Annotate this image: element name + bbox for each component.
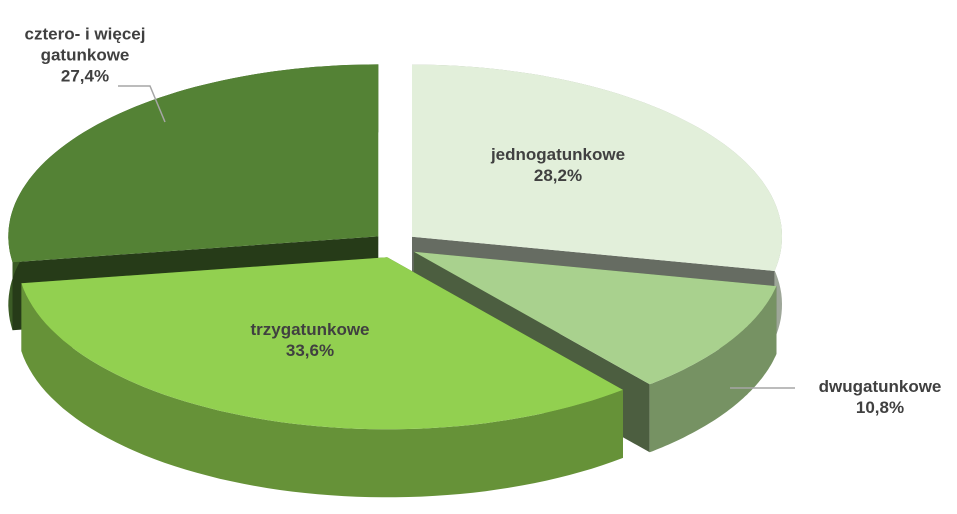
value-label: 27,4% [60,66,110,86]
category-label: cztero- i więcej gatunkowe [24,24,146,65]
category-label: dwugatunkowe [818,377,942,396]
data-label: dwugatunkowe 10,8% [819,376,942,418]
slice-side [649,286,777,453]
slice [412,64,782,271]
data-label: trzygatunkowe 33,6% [250,319,369,361]
category-label: trzygatunkowe [250,320,370,339]
slice-side [21,283,623,498]
value-label: 10,8% [855,398,905,417]
slice [21,257,623,430]
data-label: jednogatunkowe 28,2% [491,144,625,186]
data-label: cztero- i więcej gatunkowe 27,4% [5,24,165,87]
slice [413,251,777,385]
value-label: 28,2% [533,166,583,185]
leader-line [118,85,166,123]
slice [8,64,379,263]
value-label: 33,6% [285,341,335,360]
category-label: jednogatunkowe [490,145,626,164]
slices [8,64,782,498]
